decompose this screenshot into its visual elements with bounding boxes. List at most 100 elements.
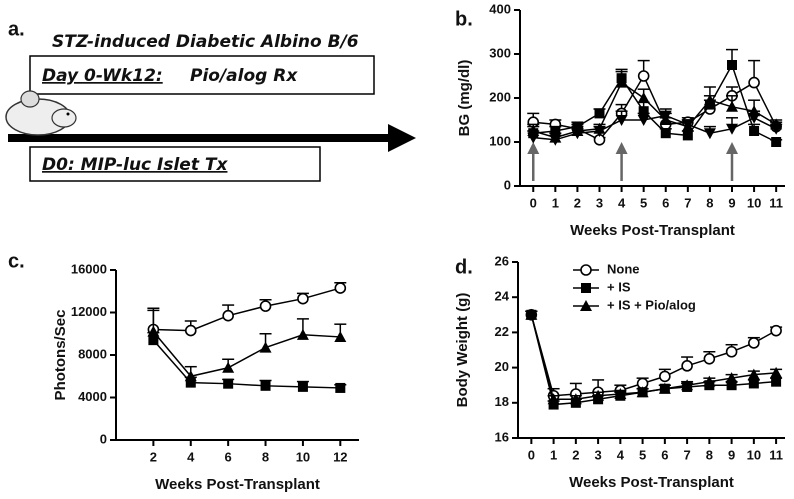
marker [259, 300, 272, 312]
y-axis-title: BG (mg/dl) [456, 60, 473, 137]
marker [615, 76, 628, 88]
marker [770, 324, 782, 337]
x-tick-label: 11 [769, 447, 783, 462]
x-axis-title: Weeks Post-Transplant [569, 474, 734, 491]
marker [725, 345, 738, 358]
x-tick-label: 5 [639, 447, 646, 462]
marker [748, 76, 760, 89]
marker [748, 112, 761, 124]
marker [334, 330, 347, 342]
series-line [530, 314, 777, 397]
marker [637, 92, 650, 103]
marker [147, 325, 160, 337]
box [29, 146, 321, 182]
marker [527, 132, 540, 144]
mouse-icon [5, 90, 77, 136]
marker [748, 378, 759, 389]
y-tick-label: 26 [495, 253, 509, 268]
marker [771, 376, 782, 387]
x-tick-label: 10 [296, 449, 310, 464]
marker [727, 60, 737, 70]
arrow-head [388, 124, 416, 152]
marker [703, 352, 716, 365]
x-tick-label: 4 [617, 447, 625, 462]
y-tick-label: 8000 [78, 346, 107, 361]
arrow-head [615, 142, 628, 154]
x-tick-label: 8 [706, 447, 713, 462]
marker [703, 375, 716, 387]
box-label: Pio/alog Rx [190, 66, 298, 86]
panel-label: a. [8, 18, 25, 40]
marker [636, 386, 649, 398]
series-line [530, 314, 777, 401]
marker [726, 100, 738, 112]
marker [297, 292, 309, 305]
y-tick-label: 4000 [78, 389, 107, 404]
series-line [153, 287, 341, 332]
box-label: Day 0-Wk12: [42, 66, 163, 86]
x-tick-label: 10 [747, 447, 761, 462]
marker [259, 341, 272, 353]
y-tick-label: 200 [489, 89, 511, 104]
x-tick-label: 7 [683, 447, 690, 462]
marker [726, 123, 738, 135]
x-tick-label: 1 [550, 447, 557, 462]
arrow-head [527, 142, 540, 154]
x-axis-title: Weeks Post-Transplant [570, 222, 735, 239]
panel-label: c. [8, 250, 25, 272]
marker [335, 382, 346, 393]
marker [703, 128, 716, 140]
x-tick-label: 6 [662, 195, 669, 210]
marker [185, 377, 196, 388]
marker [593, 126, 606, 137]
arrow [527, 142, 540, 181]
panel-label: b. [455, 8, 473, 30]
x-tick-label: 2 [572, 447, 579, 462]
arrow [726, 142, 738, 181]
marker [547, 393, 560, 405]
x-tick-label: 5 [640, 195, 647, 210]
marker [296, 328, 309, 340]
diagram-title: STZ-induced Diabetic Albino B/6 [52, 32, 359, 52]
x-tick-label: 9 [728, 447, 735, 462]
marker [260, 380, 271, 391]
series-line [152, 331, 341, 378]
y-tick-label: 12000 [71, 304, 107, 319]
legend-marker [580, 264, 592, 276]
marker [748, 337, 760, 349]
marker [592, 389, 605, 401]
y-tick-label: 18 [495, 394, 509, 409]
marker [222, 309, 234, 322]
marker [594, 108, 605, 119]
marker [770, 123, 783, 135]
x-tick-label: 4 [618, 195, 626, 210]
legend-label: + IS + Pio/alog [607, 297, 696, 312]
marker [525, 308, 538, 320]
marker [148, 335, 159, 346]
marker [222, 361, 235, 373]
x-tick-label: 11 [769, 195, 783, 210]
x-tick-label: 7 [684, 195, 691, 210]
marker [184, 324, 197, 337]
box-label: D0: MIP-luc Islet Tx [42, 155, 228, 175]
y-tick-label: 20 [495, 359, 509, 374]
marker [681, 360, 693, 372]
series-line [533, 63, 777, 143]
marker [615, 115, 628, 126]
x-tick-label: 8 [706, 195, 713, 210]
x-tick-label: 10 [747, 195, 761, 210]
marker [223, 378, 234, 389]
x-tick-label: 0 [530, 195, 537, 210]
y-axis-title: Photons/Sec [52, 310, 69, 401]
y-tick-label: 16000 [71, 261, 107, 276]
panel-label: d. [455, 256, 473, 278]
marker [658, 382, 671, 394]
marker [749, 126, 760, 136]
x-tick-label: 2 [574, 195, 581, 210]
x-tick-label: 4 [187, 449, 195, 464]
x-tick-label: 6 [225, 449, 232, 464]
marker [334, 282, 347, 294]
marker [681, 379, 694, 391]
x-tick-label: 9 [728, 195, 735, 210]
marker [659, 370, 671, 383]
